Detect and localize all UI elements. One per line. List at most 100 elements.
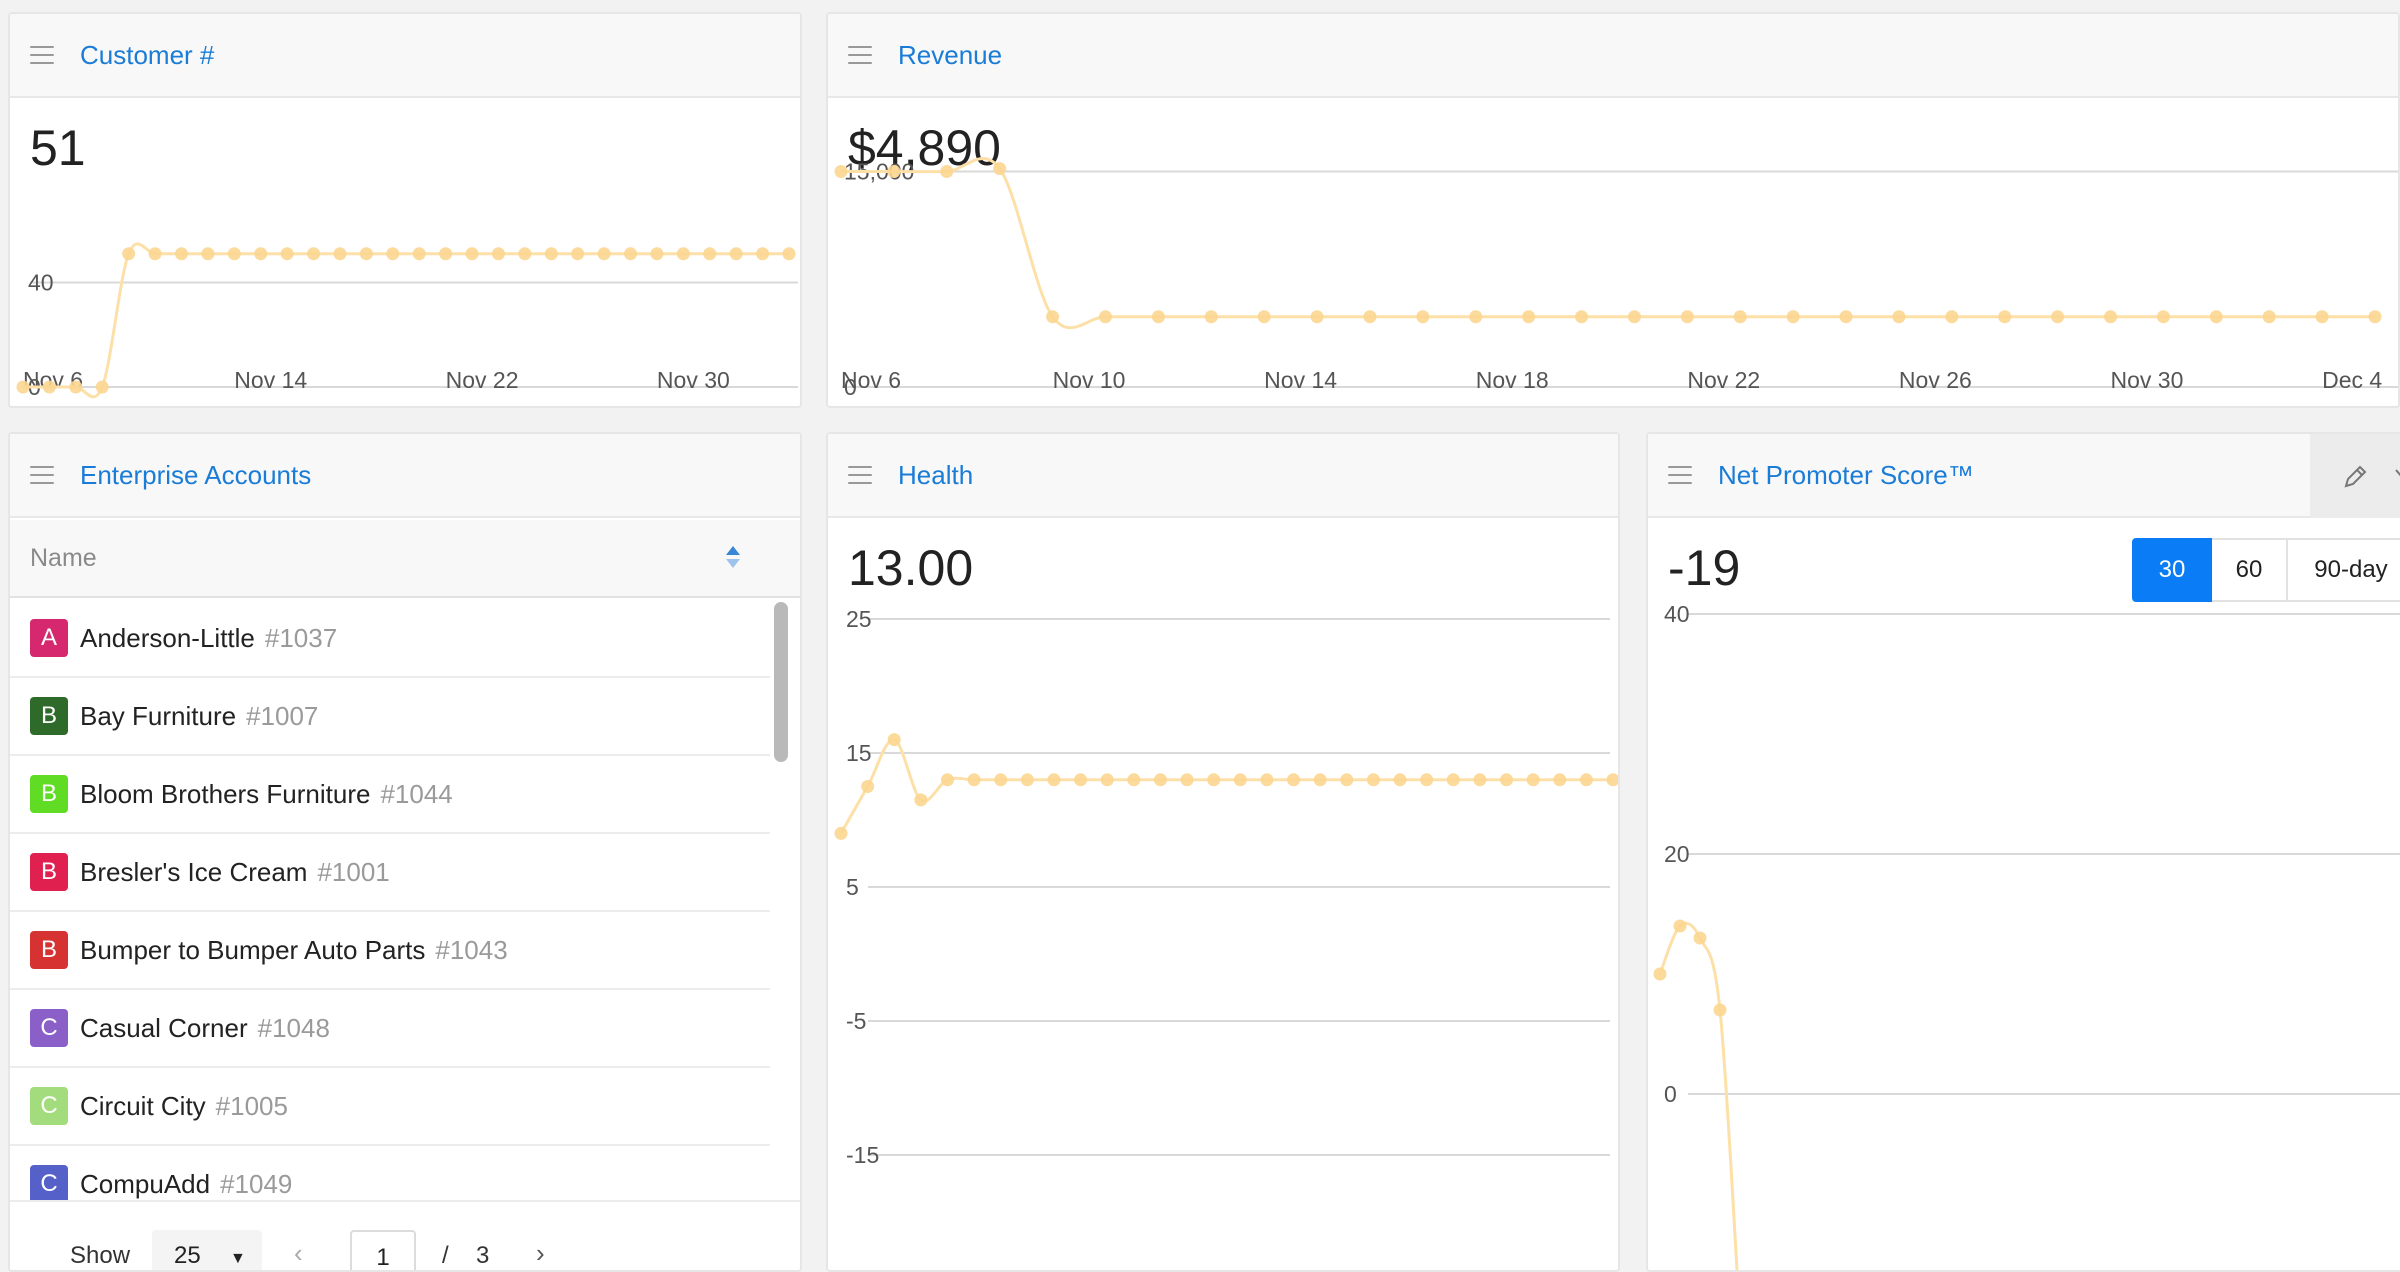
next-page-icon[interactable]: › (536, 1238, 545, 1268)
data-point (1313, 773, 1327, 787)
data-point (1653, 967, 1667, 981)
avatar: B (30, 931, 68, 969)
nps-chart: 40 20 0 (1653, 601, 2400, 1270)
data-point (1446, 773, 1460, 787)
data-point (1260, 773, 1274, 787)
account-name: Anderson-Little (80, 622, 255, 653)
pagination-bar: Show 25 ▼ ‹ 1 / 3 › (10, 1200, 800, 1270)
hamburger-icon[interactable] (30, 466, 54, 484)
data-point (359, 247, 373, 261)
y-tick-label: -15 (846, 1142, 879, 1168)
data-point (1575, 310, 1589, 324)
card-header: Health (828, 434, 1618, 518)
data-point (861, 780, 875, 793)
card-title[interactable]: Health (898, 459, 974, 490)
y-tick-label: 40 (1664, 601, 1690, 627)
data-point (148, 247, 162, 261)
account-name: Bloom Brothers Furniture (80, 778, 371, 809)
data-point (571, 247, 585, 261)
list-item[interactable]: B Bumper to Bumper Auto Parts #1043 (10, 912, 770, 990)
list-item[interactable]: B Bresler's Ice Cream #1001 (10, 834, 770, 912)
period-60-button[interactable]: 60 (2212, 538, 2288, 602)
data-point (1693, 931, 1707, 945)
data-point (729, 247, 743, 261)
data-point (1207, 773, 1221, 787)
data-point (122, 247, 136, 261)
account-name: Bay Furniture (80, 700, 237, 731)
period-90-button[interactable]: 90-day (2288, 538, 2400, 602)
data-point (465, 247, 479, 261)
data-point (1366, 773, 1380, 787)
card-header: Net Promoter Score™ (1648, 434, 2400, 518)
metric-value: 13.00 (848, 540, 974, 596)
data-point (412, 247, 426, 261)
account-name: Circuit City (80, 1090, 206, 1121)
sort-icon[interactable] (724, 544, 742, 570)
data-point (1100, 773, 1114, 787)
data-point (703, 247, 717, 261)
data-point (2156, 310, 2170, 324)
account-name: Bresler's Ice Cream (80, 856, 308, 887)
data-point (967, 773, 981, 787)
data-point (333, 247, 347, 261)
hamburger-icon[interactable] (848, 46, 872, 64)
x-tick-label: Nov 30 (2111, 367, 2184, 393)
pencil-icon[interactable] (2340, 462, 2370, 492)
avatar: B (30, 775, 68, 813)
x-tick-label: Nov 26 (1899, 367, 1972, 393)
list-item[interactable]: C Circuit City #1005 (10, 1068, 770, 1146)
data-point (2209, 310, 2223, 324)
metric-value: $4,890 (848, 120, 1001, 176)
account-list: A Anderson-Little #1037 B Bay Furniture … (10, 600, 770, 1200)
x-tick-label: Nov 6 (841, 367, 901, 393)
data-point (1420, 773, 1434, 787)
account-id: #1043 (435, 934, 508, 965)
hamburger-icon[interactable] (1668, 466, 1692, 484)
x-tick-label: Nov 10 (1053, 367, 1126, 393)
data-point (544, 247, 558, 261)
data-point (834, 164, 848, 178)
data-point (2315, 310, 2329, 324)
list-item[interactable]: B Bloom Brothers Furniture #1044 (10, 756, 770, 834)
data-point (1606, 773, 1618, 787)
account-id: #1048 (257, 1012, 330, 1043)
card-title[interactable]: Enterprise Accounts (80, 459, 312, 490)
list-scrollbar[interactable] (772, 596, 790, 1174)
page-separator: / (442, 1242, 449, 1269)
page-input[interactable]: 1 (350, 1230, 416, 1270)
list-item[interactable]: A Anderson-Little #1037 (10, 600, 770, 678)
scrollbar-thumb[interactable] (774, 602, 788, 762)
card-title[interactable]: Customer # (80, 39, 215, 70)
data-point (1393, 773, 1407, 787)
y-tick-label: 25 (846, 606, 872, 632)
card-header: Enterprise Accounts (10, 434, 800, 518)
data-point (16, 380, 30, 394)
hamburger-icon[interactable] (30, 46, 54, 64)
health-card: Health 13.00 25 15 5 -5 -15 (826, 432, 1620, 1272)
period-30-button[interactable]: 30 (2132, 538, 2212, 602)
data-point (1204, 310, 1218, 324)
card-title[interactable]: Revenue (898, 39, 1003, 70)
y-tick-label: -5 (846, 1008, 866, 1034)
health-chart: 25 15 5 -5 -15 (834, 606, 1618, 1168)
page-size-select[interactable]: 25 ▼ (152, 1230, 262, 1270)
data-point (1074, 773, 1088, 787)
data-point (994, 773, 1008, 787)
column-header-name[interactable]: Name (30, 544, 97, 572)
data-point (1046, 310, 1060, 324)
list-item[interactable]: C Casual Corner #1048 (10, 990, 770, 1068)
data-point (1469, 310, 1483, 324)
hamburger-icon[interactable] (848, 466, 872, 484)
data-point (650, 247, 664, 261)
avatar: C (30, 1165, 68, 1200)
list-item[interactable]: C CompuAdd #1049 (10, 1146, 770, 1200)
data-point (201, 247, 215, 261)
prev-page-icon[interactable]: ‹ (294, 1238, 303, 1268)
card-title[interactable]: Net Promoter Score™ (1718, 459, 1974, 490)
x-tick-label: Nov 22 (1687, 367, 1760, 393)
list-item[interactable]: B Bay Furniture #1007 (10, 678, 770, 756)
y-tick-label: 0 (844, 374, 857, 400)
close-icon[interactable] (2392, 462, 2400, 492)
